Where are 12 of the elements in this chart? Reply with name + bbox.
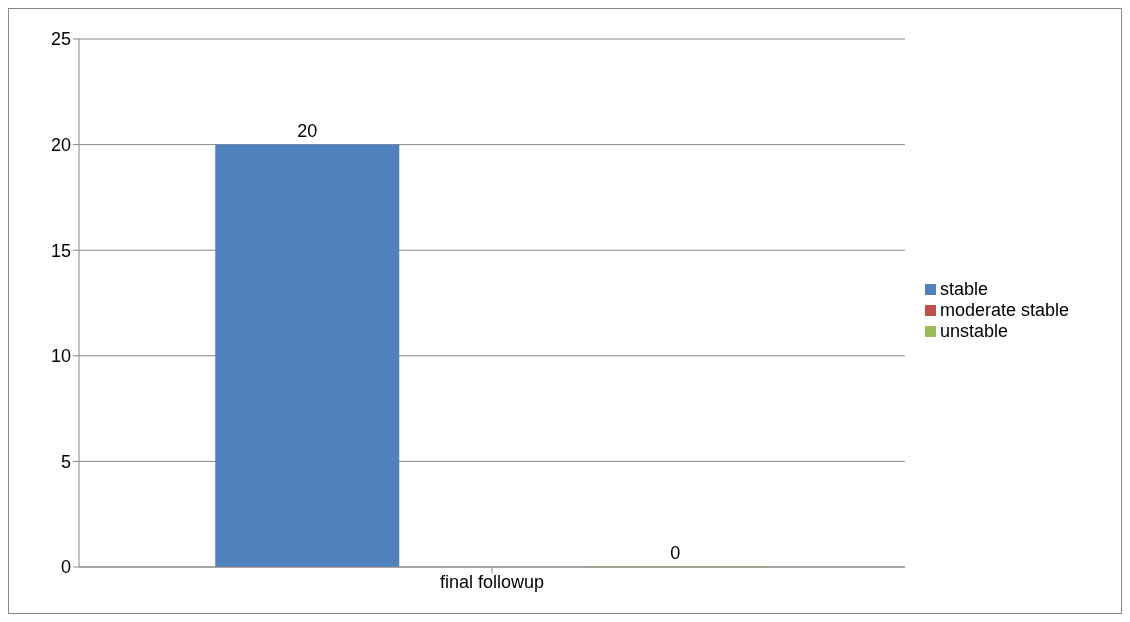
y-tick-label: 10 <box>50 346 71 367</box>
y-tick-label: 5 <box>60 451 71 472</box>
legend-label: stable <box>939 278 988 299</box>
y-tick-label: 25 <box>50 29 71 50</box>
legend-label: unstable <box>939 320 1008 341</box>
y-tick-label: 15 <box>50 240 71 261</box>
data-label: 20 <box>297 120 318 141</box>
legend-label: moderate stable <box>939 299 1069 320</box>
data-label: 0 <box>670 543 681 563</box>
y-tick-label: 0 <box>60 557 71 578</box>
x-tick-label: final followup <box>439 571 544 592</box>
y-tick-label: 20 <box>50 134 71 155</box>
